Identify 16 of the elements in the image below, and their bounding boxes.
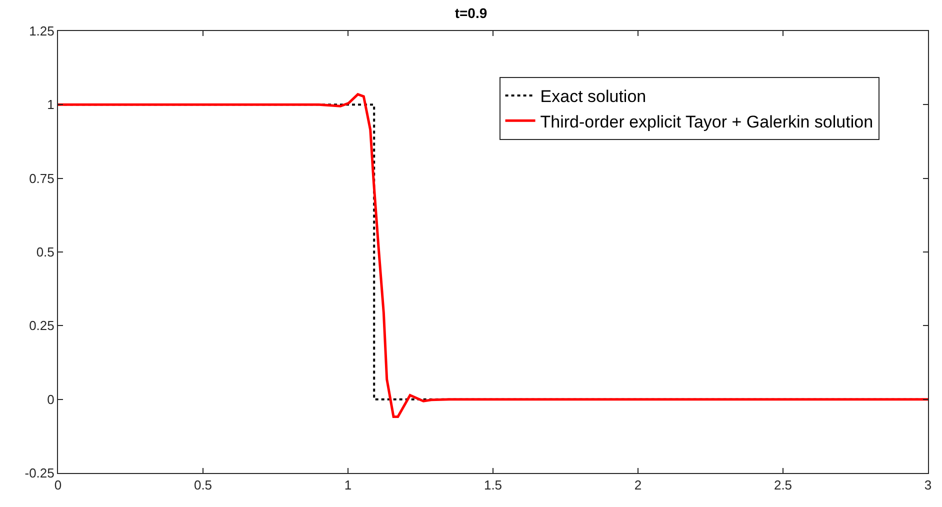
x-tick-label: 3 <box>924 478 932 493</box>
y-tick-label: 1.25 <box>29 24 54 39</box>
y-tick-label: 0.75 <box>29 170 54 186</box>
legend-label: Third-order explicit Tayor + Galerkin solution <box>540 112 874 132</box>
x-tick-label: 0.5 <box>194 478 212 493</box>
y-tick-label: -0.25 <box>24 466 54 481</box>
y-tick-label: 0 <box>47 392 54 407</box>
x-tick-label: 2 <box>634 478 642 493</box>
y-tick-label: 1 <box>47 97 54 112</box>
y-tick-label: 0.5 <box>36 244 54 260</box>
chart-title: t=0.9 <box>454 4 488 21</box>
x-tick-label: 1 <box>344 478 352 493</box>
legend-label: Exact solution <box>540 87 646 106</box>
x-tick-label: 2.5 <box>774 478 792 493</box>
x-tick-label: 1.5 <box>484 478 502 493</box>
y-tick-label: 0.25 <box>29 318 54 334</box>
